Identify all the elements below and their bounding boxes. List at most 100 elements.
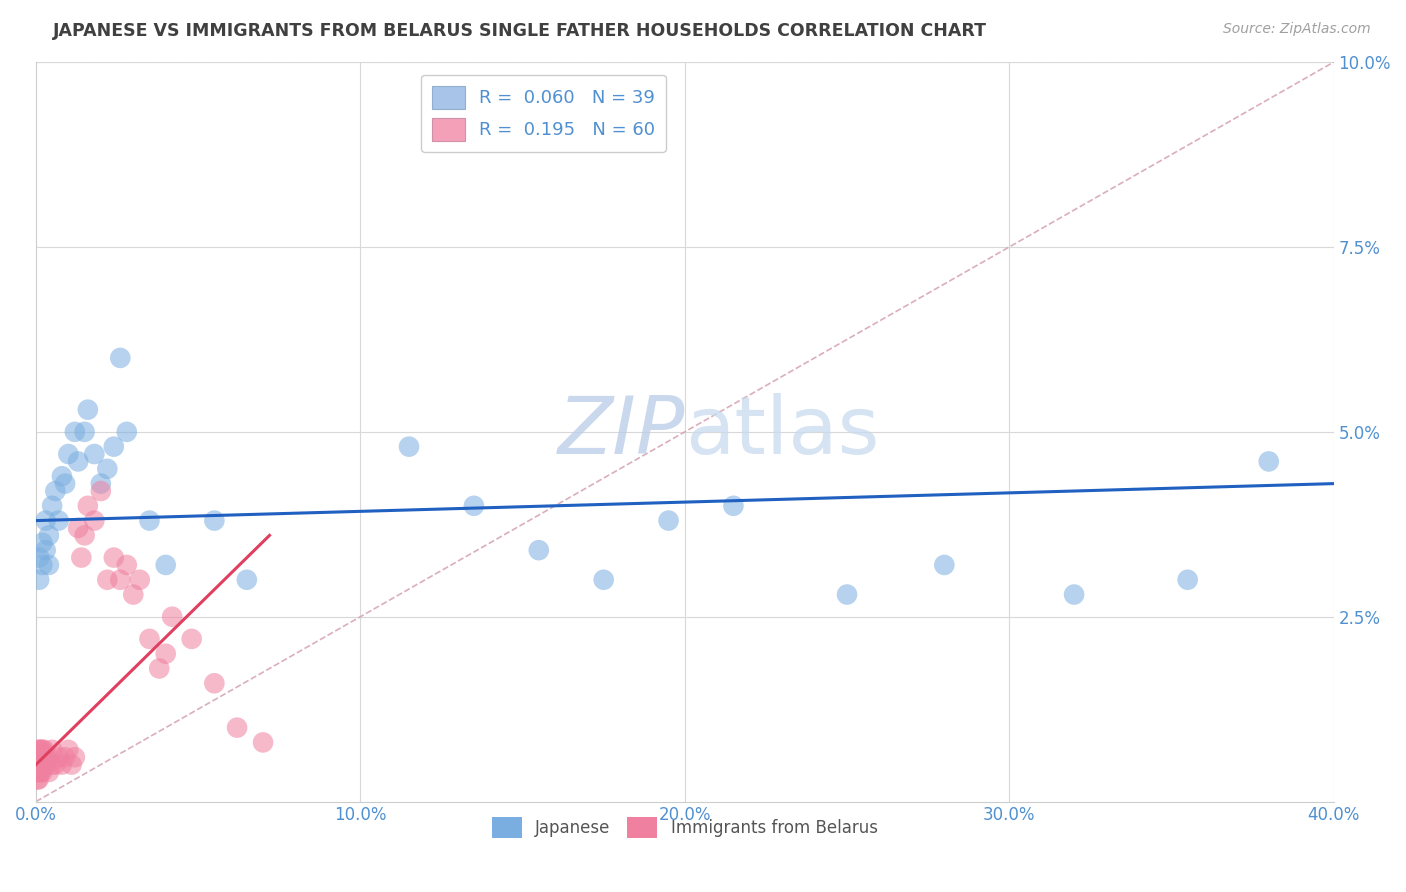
Point (31, 757, 53, 772)
Point (28, 764, 51, 779)
Point (31, 743, 53, 757)
Point (160, 609, 183, 624)
Point (27, 764, 49, 779)
Point (51, 469, 73, 483)
Point (1177, 573, 1199, 587)
Text: atlas: atlas (685, 392, 879, 471)
Point (38, 558, 60, 572)
Legend: Japanese, Immigrants from Belarus: Japanese, Immigrants from Belarus (485, 810, 884, 845)
Point (31, 535, 53, 549)
Point (28, 757, 51, 772)
Point (31, 750, 53, 764)
Point (30, 743, 52, 757)
Point (28, 750, 51, 764)
Point (30, 757, 52, 772)
Point (27, 750, 49, 764)
Point (592, 573, 614, 587)
Point (30, 750, 52, 764)
Point (658, 514, 681, 528)
Point (34, 750, 56, 764)
Point (90, 483, 112, 498)
Point (38, 764, 60, 779)
Point (148, 661, 170, 675)
Point (28, 743, 51, 757)
Point (27, 772, 49, 787)
Point (226, 721, 249, 735)
Point (155, 558, 177, 572)
Point (48, 514, 70, 528)
Point (28, 573, 51, 587)
Point (63, 425, 86, 439)
Point (180, 632, 202, 646)
Point (252, 735, 274, 749)
Point (83, 447, 105, 461)
Point (463, 499, 485, 513)
Point (70, 550, 93, 565)
Point (32, 743, 55, 757)
Point (236, 573, 259, 587)
Point (67, 521, 90, 535)
Point (138, 514, 160, 528)
Point (76, 402, 98, 417)
Point (83, 514, 105, 528)
Text: ZIP: ZIP (557, 392, 685, 471)
Point (34, 514, 56, 528)
Point (53, 750, 76, 764)
Point (25, 757, 48, 772)
Point (27, 743, 49, 757)
Point (53, 476, 76, 491)
Point (28, 764, 51, 779)
Point (128, 573, 150, 587)
Point (63, 750, 86, 764)
Point (103, 440, 125, 454)
Point (27, 772, 49, 787)
Point (34, 543, 56, 558)
Point (202, 514, 225, 528)
Point (96, 573, 118, 587)
Point (90, 476, 112, 491)
Point (934, 558, 956, 572)
Point (34, 757, 56, 772)
Point (38, 750, 60, 764)
Point (58, 447, 80, 461)
Point (155, 647, 177, 661)
Point (28, 757, 51, 772)
Point (103, 550, 125, 565)
Point (51, 757, 73, 772)
Point (30, 750, 52, 764)
Point (110, 351, 132, 365)
Point (38, 528, 60, 542)
Text: Source: ZipAtlas.com: Source: ZipAtlas.com (1223, 22, 1371, 37)
Point (110, 573, 132, 587)
Point (398, 440, 420, 454)
Point (32, 757, 55, 772)
Point (28, 550, 51, 565)
Point (1063, 588, 1085, 602)
Point (25, 764, 48, 779)
Text: JAPANESE VS IMMIGRANTS FROM BELARUS SINGLE FATHER HOUSEHOLDS CORRELATION CHART: JAPANESE VS IMMIGRANTS FROM BELARUS SING… (53, 22, 987, 40)
Point (202, 676, 225, 690)
Point (27, 757, 49, 772)
Point (1257, 454, 1279, 468)
Point (41, 743, 63, 757)
Point (41, 499, 63, 513)
Point (41, 757, 63, 772)
Point (44, 757, 66, 772)
Point (31, 764, 53, 779)
Point (73, 425, 96, 439)
Point (723, 499, 745, 513)
Point (96, 462, 118, 476)
Point (30, 757, 52, 772)
Point (48, 750, 70, 764)
Point (138, 632, 160, 646)
Point (60, 757, 83, 772)
Point (58, 743, 80, 757)
Point (115, 558, 138, 572)
Point (31, 558, 53, 572)
Point (835, 588, 858, 602)
Point (76, 499, 98, 513)
Point (527, 543, 550, 558)
Point (122, 588, 145, 602)
Point (32, 750, 55, 764)
Point (44, 483, 66, 498)
